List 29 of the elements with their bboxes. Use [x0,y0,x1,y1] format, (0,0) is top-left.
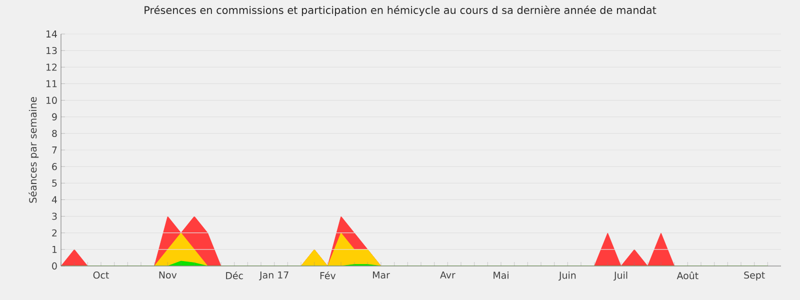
y-tick-label: 10 [46,96,57,104]
y-tick-label: 8 [52,130,57,138]
x-tick-label: Juin [558,272,576,281]
x-tick-label: Déc [226,272,243,280]
x-tick-label: Avr [440,272,456,278]
y-tick-label: 2 [52,229,57,236]
y-tick-label: 12 [46,64,57,71]
y-tick-label: 1 [52,246,57,253]
y-tick-label: 3 [52,212,57,220]
x-tick-label: Mar [373,272,390,279]
y-tick-label: 9 [52,113,57,120]
y-tick-label: 11 [46,80,57,88]
x-tick-label: Jan 17 [259,272,288,280]
chart-title: Présences en commissions et participation en hémicycle au cours d sa dernière année de mandat [144,6,656,16]
x-tick-label: Juil [614,272,628,281]
y-axis-title: Séances par semaine [28,97,39,203]
y-tick-label: 7 [52,146,57,154]
y-tick-label: 6 [52,162,57,170]
x-tick-label: Sept [744,272,765,281]
x-tick-label: Oct [93,272,109,279]
y-tick-label: 5 [52,180,57,187]
y-tick-label: 13 [46,46,57,54]
x-tick-label: Août [676,272,698,280]
y-tick-label: 0 [52,262,57,270]
x-tick-label: Fév [320,272,336,280]
y-tick-label: 14 [46,30,57,38]
x-tick-label: Mai [494,272,508,279]
y-tick-label: 4 [52,196,57,204]
x-tick-label: Nov [159,272,177,279]
